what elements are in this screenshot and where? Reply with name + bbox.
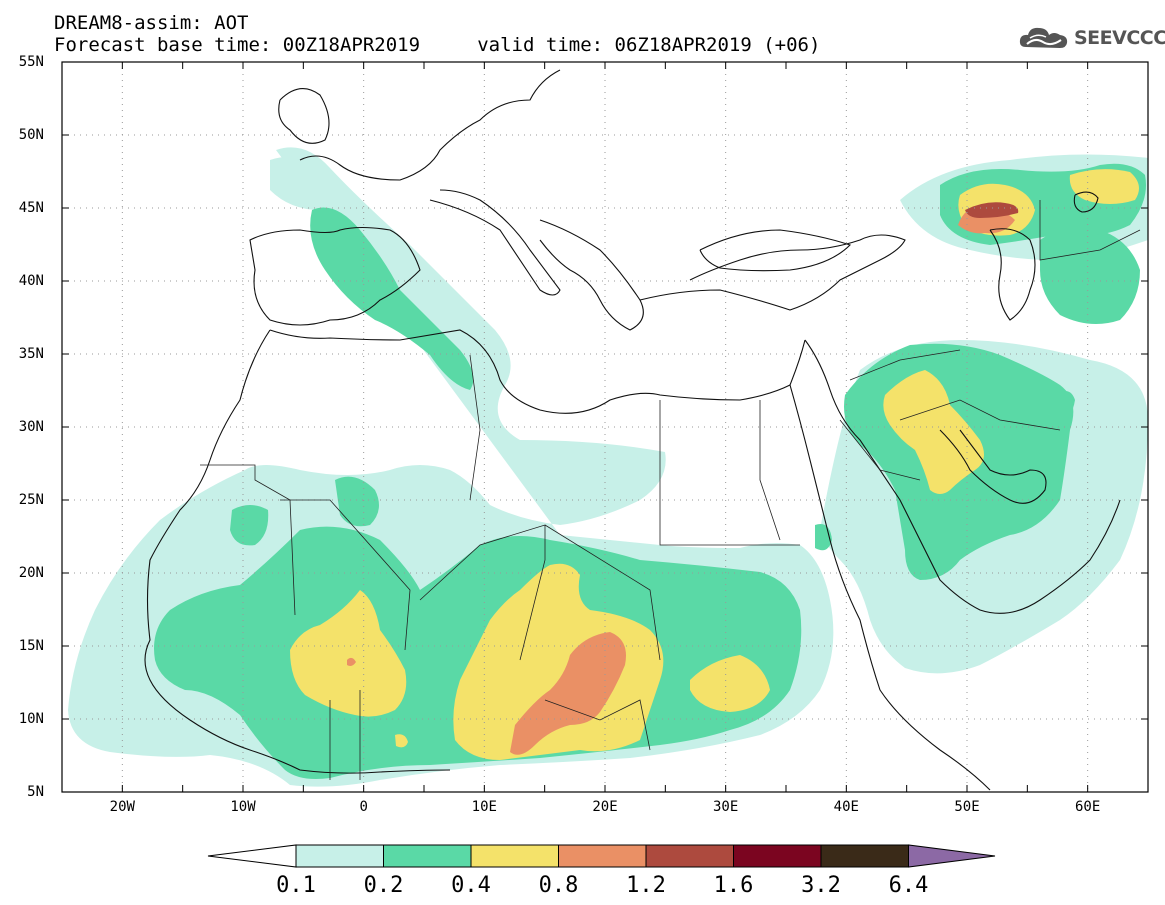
lon-label: 0: [359, 799, 368, 815]
colorbar-box: [820, 844, 909, 868]
colorbar-box: [470, 844, 559, 868]
lat-label: 25N: [18, 492, 44, 508]
lon-label: 10E: [471, 799, 497, 815]
axis-ticks: [61, 61, 1149, 793]
lon-label: 20E: [592, 799, 618, 815]
colorbar-box: [733, 844, 822, 868]
country-borders: [200, 200, 1141, 780]
lat-label: 15N: [18, 638, 44, 654]
lat-label: 5N: [27, 784, 44, 800]
lon-label: 10W: [230, 799, 256, 815]
lat-label: 45N: [18, 200, 44, 216]
lat-label: 40N: [18, 273, 44, 289]
lon-label: 40E: [833, 799, 859, 815]
lat-label: 55N: [18, 54, 44, 70]
lat-label: 50N: [18, 127, 44, 143]
aot-field: [68, 147, 1148, 787]
lat-label: 20N: [18, 565, 44, 581]
gridlines: [62, 62, 1148, 792]
colorbar-label: 0.4: [451, 873, 491, 898]
colorbar-label: 6.4: [888, 873, 929, 898]
lon-label: 20W: [109, 799, 135, 815]
lat-label: 10N: [18, 711, 44, 727]
logo-text: SEEVCCC: [1074, 27, 1165, 49]
lat-label: 30N: [18, 419, 44, 435]
colorbar-label: 3.2: [801, 873, 841, 898]
colorbar-box: [645, 844, 734, 868]
forecast-times: Forecast base time: 00Z18APR2019 valid t…: [54, 34, 821, 56]
colorbar-box: [383, 844, 472, 868]
colorbar-over-arrow: [908, 844, 996, 868]
colorbar-box: [558, 844, 647, 868]
aot-contour-0.4: [290, 169, 1139, 760]
lat-label: 35N: [18, 346, 44, 362]
aot-contour-1.2: [965, 202, 1019, 218]
colorbar-label: 1.2: [626, 873, 666, 898]
lon-label: 50E: [954, 799, 980, 815]
lon-label: 30E: [713, 799, 739, 815]
seevccc-logo: SEEVCCC: [1018, 23, 1165, 53]
lon-label: 60E: [1075, 799, 1101, 815]
coastlines: [144, 69, 1121, 791]
colorbar-label: 0.8: [538, 873, 579, 898]
cloud-icon: [1019, 27, 1068, 48]
colorbar-label: 1.6: [713, 873, 754, 898]
colorbar-label: 0.1: [276, 873, 316, 898]
colorbar-under-arrow: [207, 844, 297, 868]
map-title: DREAM8-assim: AOT: [54, 12, 249, 34]
colorbar-box: [295, 844, 384, 868]
colorbar-label: 0.2: [363, 873, 404, 898]
